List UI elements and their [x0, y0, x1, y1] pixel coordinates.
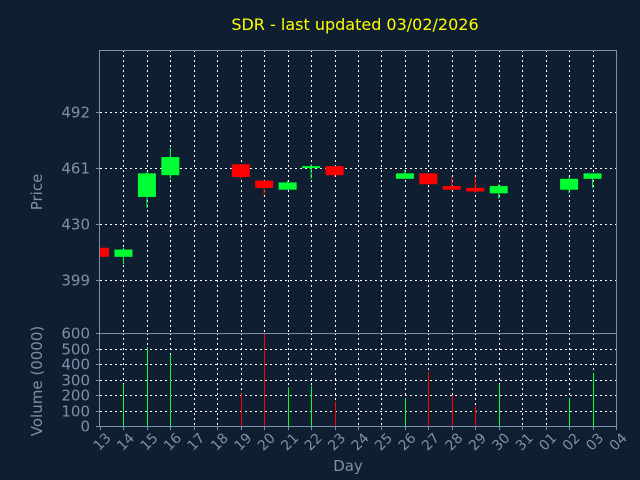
- candle-body: [560, 178, 579, 190]
- candle-body: [231, 164, 250, 177]
- x-tick-label: 28: [443, 430, 467, 454]
- price-y-tick-label: 399: [61, 272, 90, 290]
- candle-body: [442, 186, 461, 190]
- candle: [466, 176, 485, 194]
- volume-y-tick-label: 500: [61, 341, 90, 359]
- volume-y-tick-label: 300: [61, 372, 90, 390]
- candle: [302, 164, 321, 179]
- candle: [161, 147, 180, 179]
- candles: [99, 147, 602, 265]
- x-tick-label: 30: [489, 430, 513, 454]
- candle: [255, 180, 274, 196]
- candle: [114, 247, 133, 265]
- x-tick-label: 13: [91, 430, 115, 454]
- volume-axis-label: Volume (0000): [28, 326, 46, 436]
- candle: [395, 169, 414, 179]
- price-y-tick-label: 492: [61, 104, 90, 122]
- price-y-ticks: 399 430 461 492: [61, 104, 100, 290]
- volume-y-tick-label: 400: [61, 356, 90, 374]
- volume-bars: [123, 333, 594, 426]
- x-tick-label: 19: [231, 430, 255, 454]
- x-tick-labels: 13 14 15 16 17 18 19 20 21 22 23 24 25 26 27 28 29 30 31 01…: [91, 426, 631, 454]
- x-tick-label: 03: [583, 430, 607, 454]
- candle-body: [137, 173, 156, 197]
- volume-grid: [100, 333, 616, 426]
- x-tick-label: 23: [325, 430, 349, 454]
- volume-y-tick-label: 200: [61, 387, 90, 405]
- price-y-tick-label: 461: [61, 160, 90, 178]
- x-tick-label: 31: [513, 430, 537, 454]
- candle-body: [395, 173, 414, 179]
- candle: [489, 184, 508, 199]
- chart-title: SDR - last updated 03/02/2026: [231, 15, 478, 34]
- x-tick-label: 24: [349, 430, 373, 454]
- x-tick-label: 20: [255, 430, 279, 454]
- x-tick-label: 02: [560, 430, 584, 454]
- volume-y-tick-label: 600: [61, 325, 90, 343]
- candle-body: [466, 187, 485, 192]
- x-tick-label: 16: [161, 430, 185, 454]
- price-y-tick-label: 430: [61, 216, 90, 234]
- price-panel: 399 430 461 492: [61, 50, 617, 334]
- x-tick-label: 01: [536, 430, 560, 454]
- x-tick-label: 22: [302, 430, 326, 454]
- candle-body: [114, 249, 133, 257]
- x-tick-label: 29: [466, 430, 490, 454]
- candle: [231, 164, 250, 179]
- x-tick-label: 18: [208, 430, 232, 454]
- candle: [560, 176, 579, 194]
- candle-body: [489, 186, 508, 194]
- candle-body: [583, 173, 602, 179]
- volume-y-tick-label: 0: [80, 418, 90, 436]
- x-tick-label: 25: [372, 430, 396, 454]
- x-tick-label: 15: [138, 430, 162, 454]
- x-tick-label: 21: [278, 430, 302, 454]
- candle: [442, 176, 461, 190]
- candle: [278, 180, 297, 190]
- candle: [583, 173, 602, 188]
- candle: [99, 247, 109, 257]
- candle-body: [100, 247, 109, 257]
- candle-body: [278, 182, 297, 190]
- price-axis-label: Price: [28, 174, 46, 211]
- volume-y-tick-label: 100: [61, 403, 90, 421]
- x-tick-label: 27: [419, 430, 443, 454]
- x-tick-label: 14: [114, 430, 138, 454]
- price-grid: [100, 50, 616, 333]
- candle: [137, 171, 156, 208]
- candle-body: [419, 173, 438, 185]
- day-axis-label: Day: [333, 457, 363, 475]
- candle: [419, 173, 438, 185]
- candle-body: [161, 157, 180, 176]
- candle: [325, 166, 344, 177]
- candle-body: [325, 166, 344, 176]
- candle-body: [302, 166, 321, 169]
- x-tick-label: 17: [185, 430, 209, 454]
- x-tick-label: 26: [396, 430, 420, 454]
- candle-body: [255, 180, 274, 188]
- x-tick-label: 04: [607, 430, 631, 454]
